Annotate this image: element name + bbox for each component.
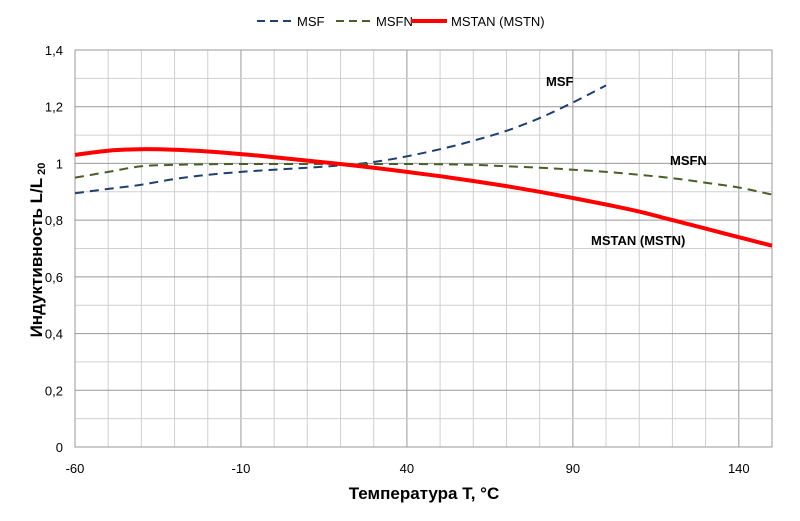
x-tick-label: -10 xyxy=(232,461,251,476)
tick-labels: -60 -10 40 90 140 0 0,2 0,4 0,6 0,8 1 1,2 1,4 xyxy=(45,43,750,476)
y-tick-label: 1,4 xyxy=(45,43,63,58)
x-tick-label: 140 xyxy=(728,461,750,476)
legend-label-mstan: MSTAN (MSTN) xyxy=(451,14,545,29)
y-tick-label: 1,2 xyxy=(45,100,63,115)
y-tick-label: 0,8 xyxy=(45,213,63,228)
series-line-msfn xyxy=(74,162,773,196)
annotation-msf: MSF xyxy=(546,74,574,89)
series-layer xyxy=(74,84,773,248)
annotation-mstan: MSTAN (MSTN) xyxy=(591,233,685,248)
series-line-mstan xyxy=(74,147,773,248)
y-tick-label: 0,4 xyxy=(45,327,63,342)
y-tick-label: 1 xyxy=(56,156,63,171)
legend-label-msfn: MSFN xyxy=(376,14,413,29)
annotation-msfn: MSFN xyxy=(670,153,707,168)
y-axis-title-subscript: 20 xyxy=(36,163,48,175)
legend: MSF MSFN MSTAN (MSTN) xyxy=(257,14,545,29)
y-tick-label: 0,2 xyxy=(45,383,63,398)
legend-label-msf: MSF xyxy=(297,14,325,29)
x-tick-label: 90 xyxy=(566,461,580,476)
grid xyxy=(74,49,773,448)
x-tick-label: -60 xyxy=(66,461,85,476)
x-axis-title: Температура T, °C xyxy=(349,484,499,503)
annotations: MSF MSFN MSTAN (MSTN) xyxy=(546,74,707,248)
y-axis-title-main: Индуктивность L/L xyxy=(27,178,46,338)
plot-frame xyxy=(74,49,773,448)
x-tick-label: 40 xyxy=(400,461,414,476)
series-line-msf xyxy=(74,84,607,195)
y-tick-label: 0 xyxy=(56,440,63,455)
y-axis-title: Индуктивность L/L 20 xyxy=(27,163,48,338)
y-tick-label: 0,6 xyxy=(45,270,63,285)
